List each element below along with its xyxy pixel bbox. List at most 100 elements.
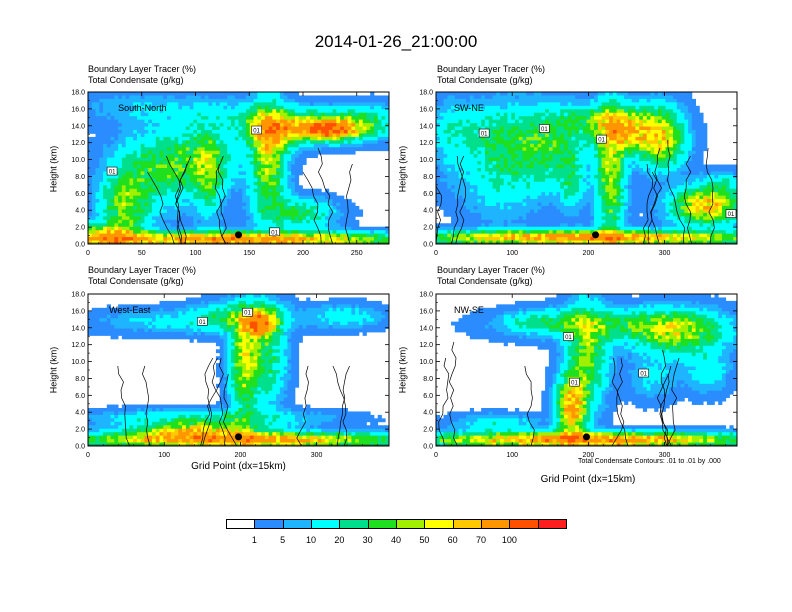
heatmap-cell [605, 164, 610, 169]
heatmap-cell [219, 174, 224, 179]
heatmap-cell [185, 185, 190, 190]
heatmap-cell [208, 140, 213, 145]
heatmap-cell [238, 105, 243, 110]
heatmap-cell [499, 147, 505, 152]
heatmap-cell [343, 105, 349, 110]
heatmap-cell [680, 157, 685, 162]
heatmap-cell [321, 112, 326, 117]
heatmap-cell [627, 161, 633, 165]
heatmap-cell [680, 116, 685, 121]
heatmap-cell [182, 95, 187, 100]
heatmap-cell [227, 216, 232, 221]
heatmap-cell [691, 140, 697, 145]
heatmap-cell [458, 123, 463, 127]
heatmap-cell [264, 237, 269, 241]
heatmap-cell [189, 226, 194, 231]
heatmap-cell [605, 98, 610, 103]
heatmap-cell [458, 98, 463, 103]
heatmap-cell [144, 199, 149, 203]
heatmap-cell [627, 140, 633, 145]
heatmap-cell [215, 164, 221, 169]
heatmap-cell [261, 240, 266, 244]
heatmap-cell [155, 209, 160, 214]
heatmap-cell [95, 174, 100, 179]
heatmap-cell [261, 105, 266, 110]
heatmap-cell [657, 150, 663, 155]
heatmap-cell [294, 233, 300, 238]
heatmap-cell [454, 116, 459, 121]
heatmap-cell [140, 202, 145, 207]
heatmap-cell [545, 161, 550, 165]
chart-panel-sw-ne: 0.02.04.06.08.010.012.014.016.018.00 100 2… [419, 90, 738, 257]
heatmap-cell [496, 133, 501, 138]
heatmap-cell [279, 105, 285, 110]
heatmap-cell [268, 154, 273, 159]
heatmap-cell [336, 202, 341, 207]
heatmap-cell [204, 192, 209, 197]
heatmap-cell [95, 206, 100, 210]
heatmap-cell [533, 157, 538, 162]
heatmap-cell [133, 157, 138, 162]
heatmap-cell [114, 154, 119, 159]
heatmap-cell [204, 237, 209, 241]
heatmap-cell [95, 240, 100, 244]
heatmap-cell [185, 237, 190, 241]
heatmap-cell [473, 105, 478, 110]
heatmap-cell [99, 219, 104, 224]
heatmap-cell [189, 230, 194, 235]
heatmap-cell [631, 116, 636, 121]
heatmap-cell [582, 92, 587, 96]
heatmap-cell [313, 206, 318, 210]
heatmap-cell [242, 199, 247, 203]
heatmap-cell [560, 136, 565, 141]
heatmap-cell [95, 233, 100, 238]
heatmap-cell [242, 98, 247, 103]
heatmap-cell [347, 109, 352, 114]
heatmap-cell [451, 123, 456, 127]
heatmap-cell [121, 223, 127, 228]
heatmap-cell [140, 181, 145, 186]
heatmap-cell [447, 92, 452, 96]
heatmap-cell [336, 130, 341, 134]
heatmap-cell [159, 226, 164, 231]
heatmap-cell [182, 143, 187, 148]
heatmap-cell [144, 150, 149, 155]
heatmap-cell [443, 116, 448, 121]
heatmap-cell [530, 105, 535, 110]
heatmap-cell [208, 95, 213, 100]
heatmap-cell [200, 164, 206, 169]
heatmap-cell [227, 233, 232, 238]
heatmap-cell [541, 119, 546, 124]
heatmap-cell [283, 185, 288, 190]
heatmap-cell [665, 95, 670, 100]
heatmap-cell [673, 130, 678, 134]
heatmap-cell [661, 157, 666, 162]
heatmap-cell [328, 112, 333, 117]
heatmap-cell [454, 102, 459, 107]
heatmap-cell [125, 133, 130, 138]
heatmap-cell [291, 105, 296, 110]
heatmap-cell [642, 157, 648, 162]
heatmap-cell [170, 147, 175, 152]
heatmap-cell [302, 119, 307, 124]
heatmap-cell [657, 119, 663, 124]
heatmap-cell [518, 109, 523, 114]
heatmap-cell [515, 143, 520, 148]
heatmap-cell [182, 130, 187, 134]
heatmap-cell [167, 143, 172, 148]
heatmap-cell [631, 147, 636, 152]
heatmap-cell [458, 112, 463, 117]
heatmap-cell [699, 123, 704, 127]
heatmap-cell [129, 181, 134, 186]
heatmap-cell [197, 237, 202, 241]
heatmap-cell [507, 147, 512, 152]
heatmap-cell [347, 112, 352, 117]
heatmap-cell [95, 161, 100, 165]
heatmap-cell [144, 161, 149, 165]
heatmap-cell [182, 181, 187, 186]
heatmap-cell [294, 195, 300, 200]
heatmap-cell [313, 112, 318, 117]
heatmap-cell [347, 116, 352, 121]
heatmap-cell [197, 123, 202, 127]
heatmap-cell [257, 95, 262, 100]
